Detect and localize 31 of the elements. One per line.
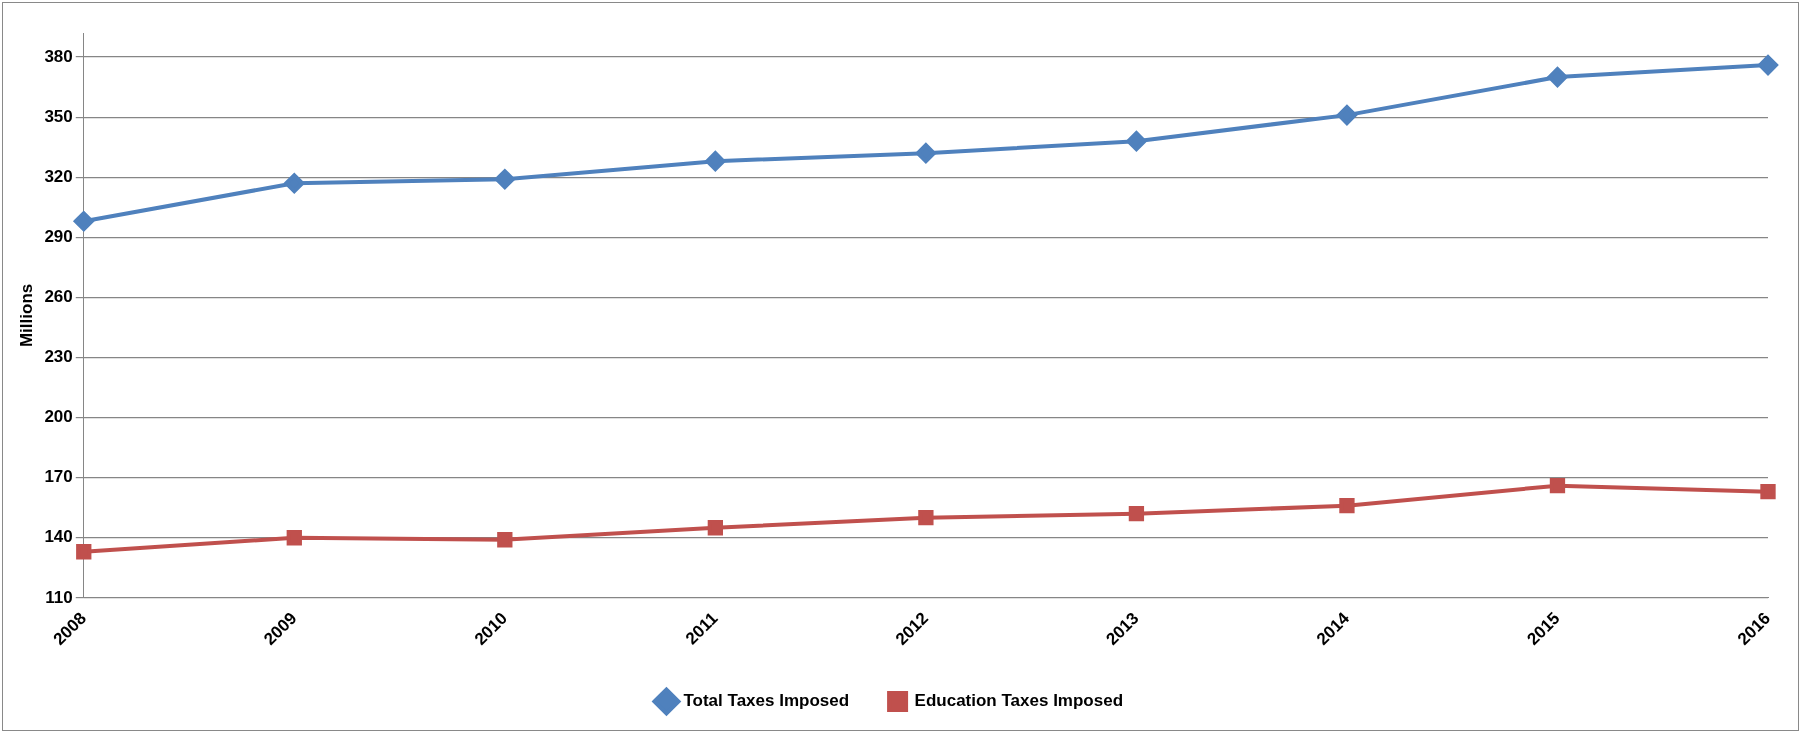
point xyxy=(286,530,302,546)
y-tick-label: 350 xyxy=(44,106,73,126)
y-tick-label: 290 xyxy=(44,226,73,246)
point xyxy=(705,151,726,172)
legend-label: Total Taxes Imposed xyxy=(683,691,850,711)
y-axis-title: Millions xyxy=(16,283,36,348)
point xyxy=(73,211,94,232)
point xyxy=(1126,131,1147,152)
y-tick-label: 260 xyxy=(44,287,73,307)
point xyxy=(1128,506,1145,522)
point xyxy=(284,173,305,194)
point xyxy=(1549,478,1566,494)
point xyxy=(1758,55,1778,76)
y-tick-label: 380 xyxy=(44,46,73,66)
y-tick-label: 170 xyxy=(44,467,73,487)
point xyxy=(1760,484,1776,500)
legend-label: Education Taxes Imposed xyxy=(914,691,1124,711)
point xyxy=(1547,67,1568,88)
point xyxy=(494,169,515,190)
point xyxy=(915,143,936,164)
y-tick-label: 200 xyxy=(44,407,73,427)
point xyxy=(497,532,513,548)
y-tick-label: 230 xyxy=(44,347,73,367)
point xyxy=(76,544,92,560)
y-tick-label: 320 xyxy=(44,166,73,186)
point xyxy=(1339,498,1355,514)
y-tick-label: 110 xyxy=(45,587,73,607)
point xyxy=(707,520,724,536)
point xyxy=(918,510,934,526)
point xyxy=(1336,105,1357,126)
y-tick-label: 140 xyxy=(44,527,73,547)
